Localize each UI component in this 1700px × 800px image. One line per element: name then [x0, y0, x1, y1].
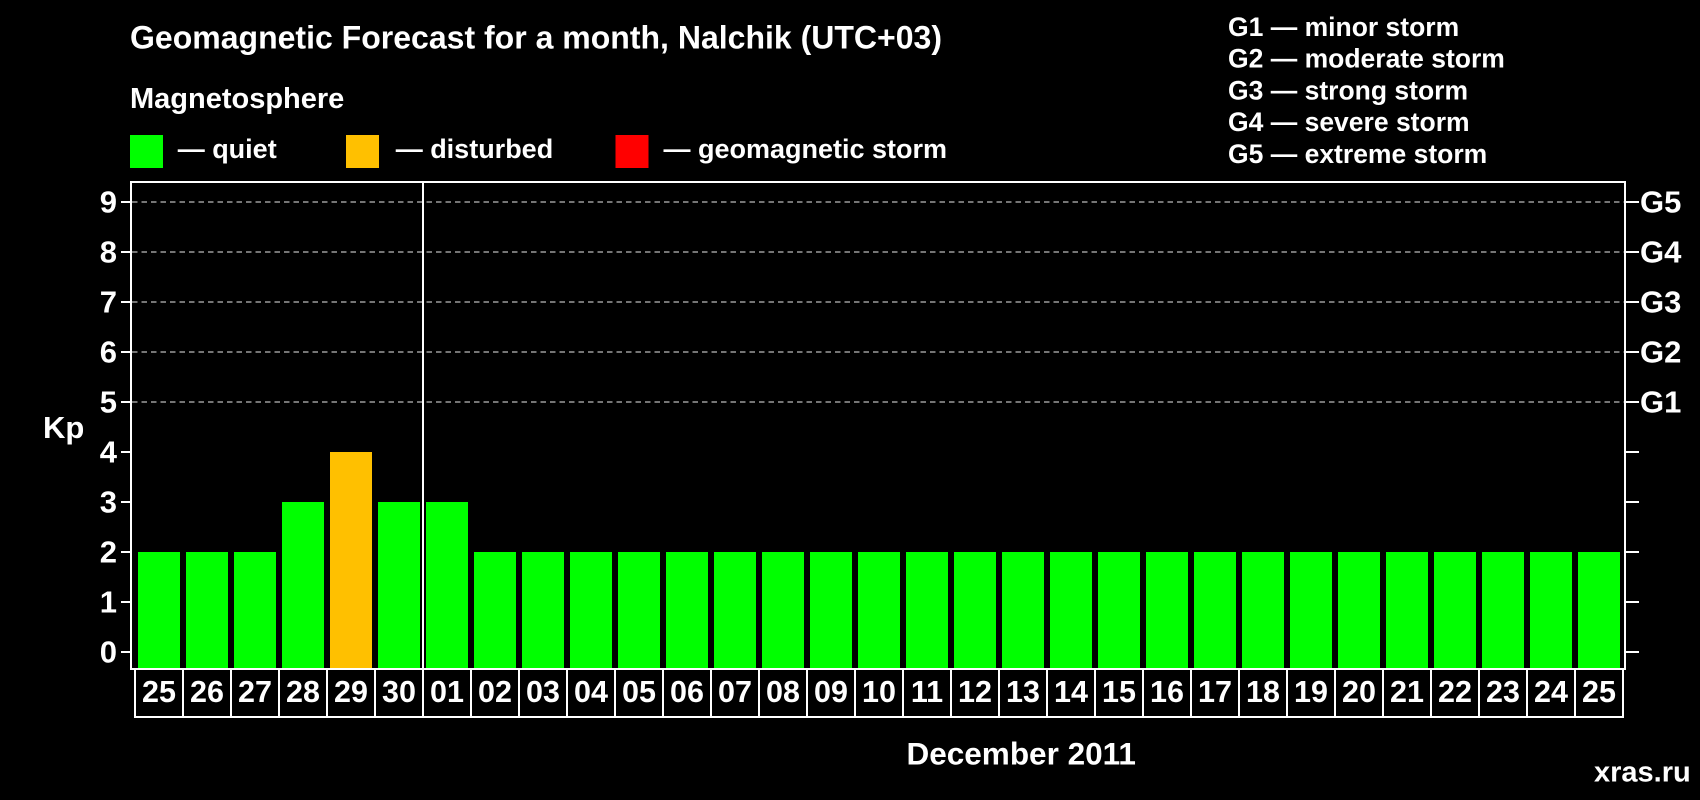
- svg-text:4: 4: [100, 435, 118, 470]
- svg-text:3: 3: [100, 485, 117, 520]
- svg-text:— geomagnetic storm: — geomagnetic storm: [664, 134, 948, 164]
- svg-text:01: 01: [430, 675, 464, 709]
- svg-text:xras.ru: xras.ru: [1594, 757, 1691, 789]
- svg-text:23: 23: [1486, 675, 1520, 709]
- svg-text:G1 — minor storm: G1 — minor storm: [1228, 12, 1459, 42]
- svg-text:10: 10: [862, 675, 896, 709]
- svg-text:G3 — strong storm: G3 — strong storm: [1228, 75, 1468, 105]
- svg-text:9: 9: [100, 185, 117, 220]
- svg-text:Magnetosphere: Magnetosphere: [130, 83, 344, 115]
- svg-text:Geomagnetic Forecast for a mon: Geomagnetic Forecast for a month, Nalchi…: [130, 20, 942, 56]
- svg-text:14: 14: [1054, 675, 1088, 709]
- svg-text:G5: G5: [1640, 185, 1681, 220]
- svg-text:26: 26: [190, 675, 224, 709]
- svg-text:1: 1: [100, 585, 117, 620]
- svg-text:5: 5: [100, 385, 117, 420]
- svg-text:19: 19: [1294, 675, 1328, 709]
- svg-text:08: 08: [766, 675, 800, 709]
- svg-text:25: 25: [142, 675, 176, 709]
- svg-text:— disturbed: — disturbed: [396, 134, 554, 164]
- svg-text:G2: G2: [1640, 335, 1681, 370]
- svg-text:G1: G1: [1640, 385, 1681, 420]
- svg-text:G4 — severe storm: G4 — severe storm: [1228, 107, 1470, 137]
- svg-text:17: 17: [1198, 675, 1232, 709]
- svg-text:18: 18: [1246, 675, 1280, 709]
- svg-text:G3: G3: [1640, 285, 1681, 320]
- svg-text:25: 25: [1582, 675, 1616, 709]
- svg-text:G2 — moderate storm: G2 — moderate storm: [1228, 44, 1505, 74]
- svg-text:15: 15: [1102, 675, 1136, 709]
- svg-text:02: 02: [478, 675, 512, 709]
- svg-text:28: 28: [286, 675, 320, 709]
- svg-text:20: 20: [1342, 675, 1376, 709]
- svg-text:29: 29: [334, 675, 368, 709]
- svg-text:22: 22: [1438, 675, 1472, 709]
- svg-text:0: 0: [100, 635, 117, 670]
- svg-text:— quiet: — quiet: [178, 134, 277, 164]
- svg-text:05: 05: [622, 675, 656, 709]
- svg-text:07: 07: [718, 675, 752, 709]
- svg-text:27: 27: [238, 675, 272, 709]
- svg-text:Kp: Kp: [43, 410, 84, 445]
- svg-text:21: 21: [1390, 675, 1424, 709]
- svg-text:06: 06: [670, 675, 704, 709]
- svg-text:6: 6: [100, 335, 117, 370]
- svg-text:13: 13: [1006, 675, 1040, 709]
- svg-text:09: 09: [814, 675, 848, 709]
- svg-text:G4: G4: [1640, 235, 1682, 270]
- svg-text:2: 2: [100, 535, 117, 570]
- svg-text:03: 03: [526, 675, 560, 709]
- svg-text:16: 16: [1150, 675, 1184, 709]
- svg-text:G5 — extreme storm: G5 — extreme storm: [1228, 139, 1487, 169]
- svg-text:7: 7: [100, 285, 117, 320]
- svg-text:24: 24: [1534, 675, 1568, 709]
- svg-text:11: 11: [911, 675, 943, 709]
- svg-text:30: 30: [382, 675, 416, 709]
- svg-text:04: 04: [574, 675, 608, 709]
- svg-text:8: 8: [100, 235, 117, 270]
- svg-text:December 2011: December 2011: [907, 736, 1136, 772]
- svg-text:12: 12: [958, 675, 992, 709]
